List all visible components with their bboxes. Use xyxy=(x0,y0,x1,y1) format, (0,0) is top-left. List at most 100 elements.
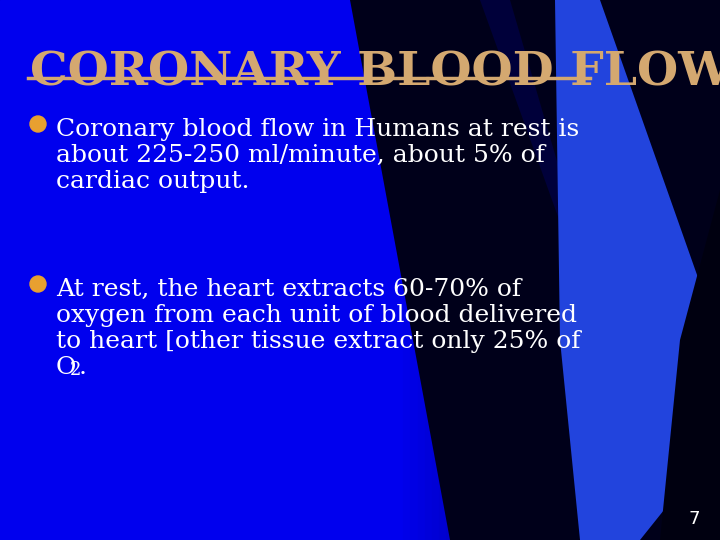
Bar xyxy=(626,0,634,540)
Bar xyxy=(252,0,259,540)
Bar xyxy=(281,0,288,540)
Text: O: O xyxy=(56,356,76,379)
Circle shape xyxy=(30,116,46,132)
Bar xyxy=(360,0,367,540)
Text: about 225-250 ml/minute, about 5% of: about 225-250 ml/minute, about 5% of xyxy=(56,144,545,167)
Text: .: . xyxy=(79,356,87,379)
Bar xyxy=(0,0,7,540)
Bar xyxy=(223,0,230,540)
Bar xyxy=(583,0,590,540)
Bar xyxy=(612,0,619,540)
Bar xyxy=(439,0,446,540)
Bar xyxy=(130,0,137,540)
Bar xyxy=(266,0,274,540)
Bar xyxy=(79,0,86,540)
Bar xyxy=(338,0,346,540)
Bar xyxy=(238,0,245,540)
Bar xyxy=(432,0,439,540)
Bar xyxy=(389,0,396,540)
Bar xyxy=(122,0,130,540)
Bar xyxy=(216,0,223,540)
Bar xyxy=(230,0,238,540)
Bar xyxy=(482,0,490,540)
Bar xyxy=(713,0,720,540)
Bar xyxy=(374,0,382,540)
Bar xyxy=(454,0,461,540)
Bar xyxy=(144,0,151,540)
Bar xyxy=(94,0,101,540)
Bar xyxy=(562,0,569,540)
Bar xyxy=(158,0,166,540)
Bar xyxy=(490,0,497,540)
Bar xyxy=(50,0,58,540)
Bar xyxy=(605,0,612,540)
Bar xyxy=(173,0,180,540)
Bar xyxy=(259,0,266,540)
Bar xyxy=(446,0,454,540)
Bar xyxy=(677,0,684,540)
Bar xyxy=(706,0,713,540)
Bar xyxy=(72,0,79,540)
Text: At rest, the heart extracts 60-70% of: At rest, the heart extracts 60-70% of xyxy=(56,278,521,301)
Bar xyxy=(346,0,353,540)
Bar xyxy=(655,0,662,540)
Bar xyxy=(576,0,583,540)
Bar xyxy=(619,0,626,540)
Bar xyxy=(662,0,670,540)
Bar xyxy=(504,0,511,540)
Bar xyxy=(684,0,691,540)
Bar xyxy=(209,0,216,540)
Bar xyxy=(634,0,641,540)
Bar xyxy=(187,0,194,540)
Bar xyxy=(22,0,29,540)
Bar xyxy=(317,0,324,540)
Bar xyxy=(310,0,317,540)
Bar xyxy=(353,0,360,540)
Bar xyxy=(670,0,677,540)
Bar xyxy=(554,0,562,540)
Bar xyxy=(115,0,122,540)
Bar xyxy=(166,0,173,540)
Bar xyxy=(245,0,252,540)
Bar xyxy=(274,0,281,540)
Polygon shape xyxy=(555,0,720,540)
Bar xyxy=(425,0,432,540)
Bar xyxy=(14,0,22,540)
Text: CORONARY BLOOD FLOW: CORONARY BLOOD FLOW xyxy=(30,50,720,96)
Bar xyxy=(7,0,14,540)
Bar xyxy=(108,0,115,540)
Text: cardiac output.: cardiac output. xyxy=(56,170,250,193)
Text: 7: 7 xyxy=(688,510,700,528)
Circle shape xyxy=(30,276,46,292)
Bar xyxy=(475,0,482,540)
Bar xyxy=(547,0,554,540)
Bar xyxy=(295,0,302,540)
Bar xyxy=(518,0,526,540)
Bar xyxy=(569,0,576,540)
Bar xyxy=(648,0,655,540)
Bar xyxy=(324,0,331,540)
Bar xyxy=(202,0,209,540)
Bar xyxy=(367,0,374,540)
Bar xyxy=(461,0,468,540)
Text: oxygen from each unit of blood delivered: oxygen from each unit of blood delivered xyxy=(56,304,577,327)
Bar xyxy=(36,0,43,540)
Bar xyxy=(331,0,338,540)
Bar xyxy=(691,0,698,540)
Text: Coronary blood flow in Humans at rest is: Coronary blood flow in Humans at rest is xyxy=(56,118,580,141)
Bar xyxy=(511,0,518,540)
Bar xyxy=(641,0,648,540)
Bar xyxy=(598,0,605,540)
Bar xyxy=(302,0,310,540)
Polygon shape xyxy=(600,0,720,540)
Bar xyxy=(396,0,403,540)
Bar xyxy=(468,0,475,540)
Bar xyxy=(65,0,72,540)
Polygon shape xyxy=(480,0,580,250)
Bar xyxy=(101,0,108,540)
Bar xyxy=(698,0,706,540)
Bar xyxy=(403,0,410,540)
Text: to heart [other tissue extract only 25% of: to heart [other tissue extract only 25% … xyxy=(56,330,580,353)
Bar xyxy=(137,0,144,540)
Bar xyxy=(497,0,504,540)
